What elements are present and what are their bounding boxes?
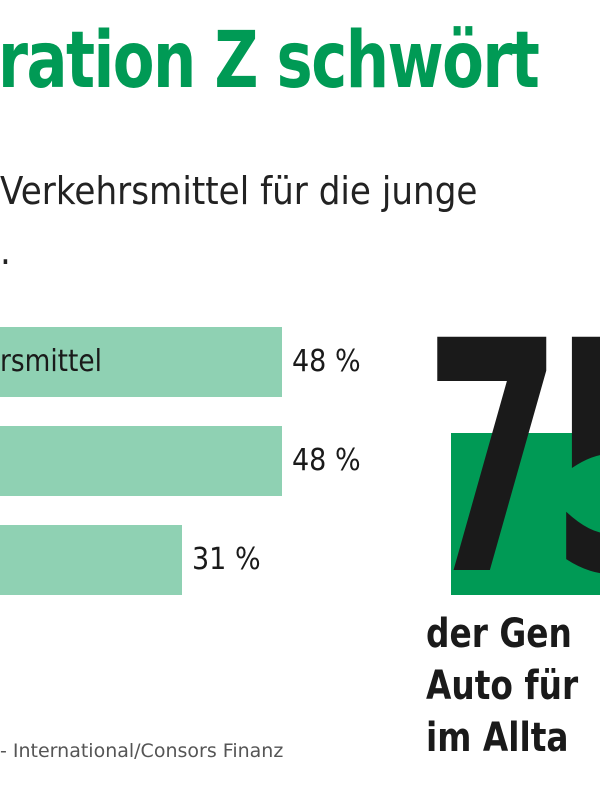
highlight-number: 75: [424, 274, 600, 646]
bar: [0, 426, 282, 496]
subtitle-line-1: Verkehrsmittel für die junge: [0, 169, 478, 213]
bar-value-label: 31 %: [192, 542, 261, 577]
bar: [0, 327, 282, 397]
bar-value-label: 48 %: [292, 443, 361, 478]
bar-category-label: rsmittel: [0, 344, 102, 379]
bar-value-label: 48 %: [292, 344, 361, 379]
highlight-caption-line-3: im Allta: [426, 715, 569, 761]
source-note: - International/Consors Finanz: [0, 740, 284, 762]
bar: [0, 525, 182, 595]
highlight-caption-line-2: Auto für: [426, 663, 579, 709]
highlight-caption-line-1: der Gen: [426, 611, 572, 657]
subtitle-line-2: .: [0, 229, 11, 273]
page-title: ration Z schwört: [0, 16, 540, 106]
highlight-accent-box: [451, 433, 600, 595]
